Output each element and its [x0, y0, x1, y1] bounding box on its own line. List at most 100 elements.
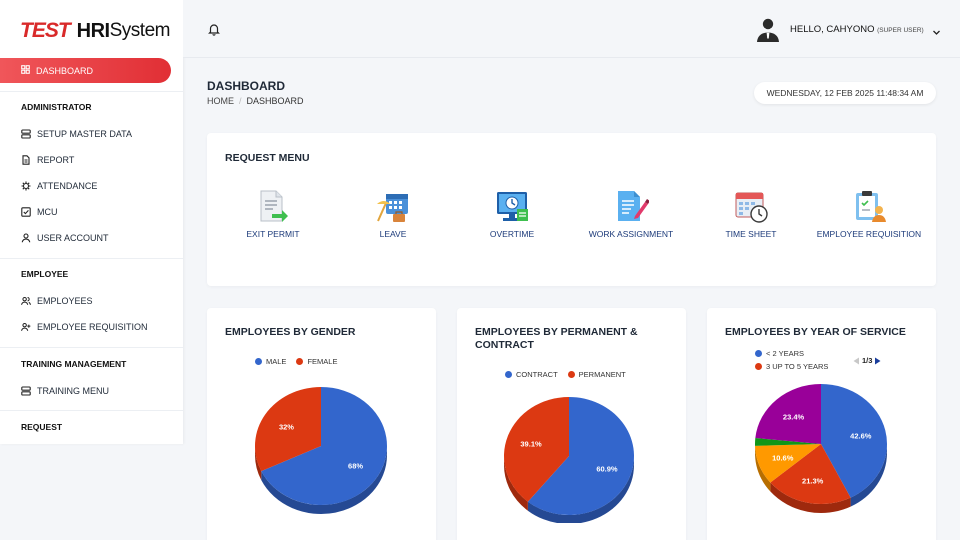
page-title: DASHBOARD	[207, 79, 285, 93]
sidebar-item-employee-requisition[interactable]: EMPLOYEE REQUISITION	[21, 322, 148, 332]
chart-legend: < 2 YEARS 3 UP TO 5 YEARS	[755, 349, 838, 371]
request-label: LEAVE	[379, 229, 407, 239]
pie-slice[interactable]	[504, 397, 569, 502]
sidebar-item-employees[interactable]: EMPLOYEES	[21, 296, 93, 306]
request-employee-requisition[interactable]: EMPLOYEE REQUISITION	[814, 188, 924, 240]
pie-slice[interactable]	[261, 387, 387, 505]
legend-dot	[505, 371, 512, 378]
legend-label: MALE	[266, 357, 287, 366]
breadcrumb-home[interactable]: HOME	[207, 96, 234, 106]
logo-system: System	[109, 20, 171, 41]
pager-text: 1/3	[862, 356, 873, 365]
pie-data-label: 39.1%	[520, 440, 542, 449]
greeting-text: HELLO, CAHYONO	[790, 24, 875, 35]
sidebar-item-report[interactable]: REPORT	[21, 155, 74, 165]
gender-chart-card: EMPLOYEES BY GENDER MALE FEMALE 68% 32%	[207, 308, 436, 540]
avatar[interactable]	[755, 16, 781, 42]
bell-icon[interactable]	[207, 22, 221, 36]
pie-slice[interactable]	[770, 444, 851, 504]
sidebar-item-training-menu[interactable]: TRAINING MENU	[21, 386, 109, 396]
breadcrumb-current: DASHBOARD	[246, 96, 304, 106]
app-logo[interactable]: TEST HRI System	[20, 18, 170, 44]
divider	[0, 258, 183, 259]
year-of-service-pie-chart: 42.6% 21.3% 10.6% 23.4%	[755, 384, 887, 513]
chart-title: EMPLOYEES BY GENDER	[225, 326, 356, 338]
legend-item[interactable]: CONTRACT	[505, 370, 558, 379]
user-role: (SUPER USER)	[877, 27, 924, 34]
user-plus-icon	[21, 322, 31, 332]
pie-data-label: 10.6%	[772, 453, 794, 462]
chart-title: EMPLOYEES BY PERMANENT & CONTRACT	[475, 326, 638, 351]
request-leave[interactable]: LEAVE	[338, 188, 448, 240]
pie-slice[interactable]	[255, 387, 321, 472]
breadcrumb-separator: /	[239, 96, 242, 106]
legend-item[interactable]: < 2 YEARS	[755, 349, 804, 358]
sidebar-item-label: USER ACCOUNT	[37, 233, 109, 243]
legend-item[interactable]: 3 UP TO 5 YEARS	[755, 362, 828, 371]
server-icon	[21, 386, 31, 396]
request-time-sheet[interactable]: TIME SHEET	[696, 188, 806, 240]
user-icon	[21, 233, 31, 243]
request-work-assignment[interactable]: WORK ASSIGNMENT	[576, 188, 686, 240]
pie-slice-side	[255, 446, 262, 481]
pager-next-icon[interactable]	[874, 357, 881, 365]
sidebar-item-label: MCU	[37, 207, 58, 217]
section-title-administrator: ADMINISTRATOR	[21, 102, 92, 112]
legend-label: 3 UP TO 5 YEARS	[766, 362, 829, 371]
legend-dot	[567, 371, 575, 378]
gender-pie-chart: 68% 32%	[255, 387, 387, 514]
permanent-contract-pie-chart: 60.9% 39.1%	[504, 397, 634, 523]
server-icon	[21, 129, 31, 139]
request-menu-card: REQUEST MENU EXIT PERMIT LEAVE OVERTIME …	[207, 133, 936, 286]
request-label: WORK ASSIGNMENT	[588, 229, 674, 239]
request-label: OVERTIME	[489, 229, 535, 239]
pie-data-label: 21.3%	[802, 476, 824, 485]
legend-dot	[755, 363, 762, 370]
breadcrumb: HOME / DASHBOARD	[207, 96, 304, 106]
legend-item[interactable]: PERMANENT	[567, 370, 626, 379]
sidebar-item-setup-master-data[interactable]: SETUP MASTER DATA	[21, 129, 132, 139]
user-greeting[interactable]: HELLO, CAHYONO (SUPER USER)	[790, 24, 924, 35]
topbar: HELLO, CAHYONO (SUPER USER)	[183, 0, 960, 58]
sidebar-item-mcu[interactable]: MCU	[21, 207, 58, 217]
request-exit-permit[interactable]: EXIT PERMIT	[218, 188, 328, 240]
sidebar-item-label: REPORT	[37, 155, 75, 165]
legend-dot	[755, 350, 762, 357]
legend-label: < 2 YEARS	[766, 349, 805, 358]
legend-label: PERMANENT	[578, 370, 626, 379]
pie-data-label: 32%	[279, 422, 294, 431]
sidebar-item-attendance[interactable]: ATTENDANCE	[21, 181, 97, 191]
section-title-request[interactable]: REQUEST	[21, 422, 63, 432]
sidebar-item-label: ATTENDANCE	[37, 181, 98, 191]
pie-slice[interactable]	[755, 444, 821, 483]
pager-prev-icon[interactable]	[853, 357, 860, 365]
sidebar-item-label: EMPLOYEES	[37, 296, 93, 306]
pie-slice[interactable]	[755, 437, 821, 446]
section-title-training-management: TRAINING MANAGEMENT	[21, 359, 127, 369]
legend-dot	[255, 358, 262, 365]
pie-data-label: 60.9%	[596, 464, 618, 473]
legend-label: CONTRACT	[516, 370, 558, 379]
pie-slice-side	[504, 456, 528, 511]
sidebar-item-dashboard[interactable]: DASHBOARD	[0, 58, 171, 83]
sidebar-item-user-account[interactable]: USER ACCOUNT	[21, 233, 109, 243]
dashboard-grid-icon	[21, 65, 30, 76]
pie-slice[interactable]	[821, 384, 887, 498]
legend-dot	[296, 358, 304, 365]
overtime-icon	[497, 192, 528, 221]
divider	[0, 410, 183, 411]
attendance-icon	[21, 181, 31, 191]
request-label: EXIT PERMIT	[246, 229, 300, 239]
year-of-service-chart-card: EMPLOYEES BY YEAR OF SERVICE < 2 YEARS 3…	[707, 308, 936, 540]
legend-item[interactable]: FEMALE	[296, 357, 337, 366]
employee-requisition-icon	[856, 191, 886, 222]
pie-slice[interactable]	[755, 384, 821, 444]
pie-slice[interactable]	[527, 397, 634, 515]
request-overtime[interactable]: OVERTIME	[457, 188, 567, 240]
divider	[0, 91, 183, 92]
legend-item[interactable]: MALE	[255, 357, 286, 366]
section-title-employee: EMPLOYEE	[21, 269, 69, 279]
chevron-down-icon[interactable]	[932, 24, 941, 35]
exit-permit-icon	[260, 190, 288, 222]
chart-title: EMPLOYEES BY YEAR OF SERVICE	[725, 326, 906, 338]
